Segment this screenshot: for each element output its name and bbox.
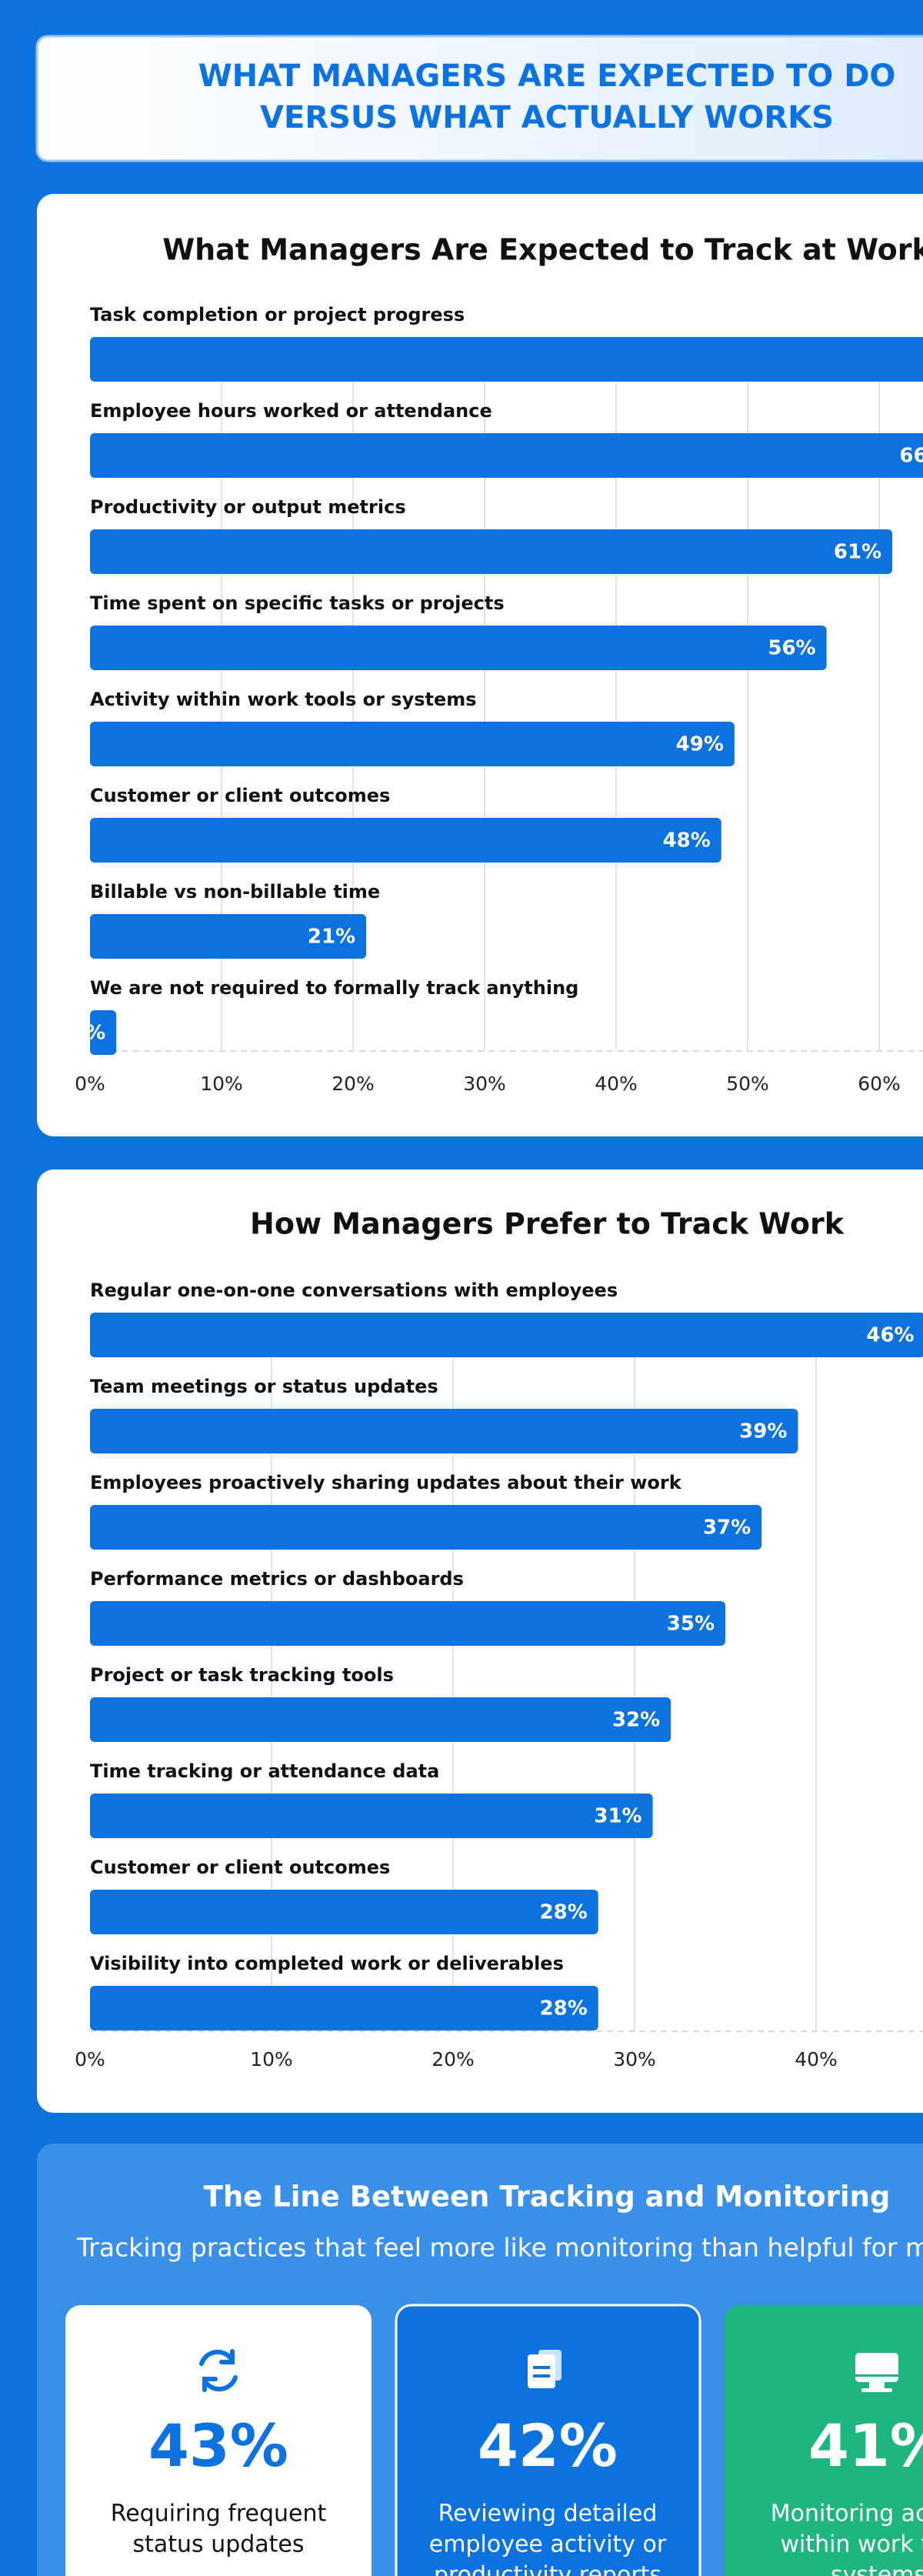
stat-text: Requiring frequent <box>111 2501 327 2528</box>
stat-value: 41% <box>808 2411 923 2480</box>
category-label: Team meetings or status updates <box>90 1376 438 1397</box>
value-label: 39% <box>739 1420 787 1443</box>
category-label: Time spent on specific tasks or projects <box>90 592 505 614</box>
stat-text: Reviewing detailed <box>438 2501 658 2528</box>
x-tick-label: 50% <box>726 1073 769 1095</box>
category-label: Customer or client outcomes <box>90 785 390 806</box>
x-tick-label: 20% <box>332 1073 375 1095</box>
value-label: 49% <box>676 733 724 756</box>
header-title: VERSUS WHAT ACTUALLY WORKS <box>260 100 834 135</box>
value-label: 48% <box>663 829 711 853</box>
report-icon <box>528 2350 561 2388</box>
bar <box>90 1697 671 1742</box>
bar <box>90 818 721 863</box>
stat-text: status updates <box>132 2531 304 2558</box>
chart-title: How Managers Prefer to Track Work <box>250 1207 845 1241</box>
x-tick-label: 10% <box>250 2048 293 2070</box>
value-label: 46% <box>866 1324 914 1347</box>
bar <box>90 1986 598 2030</box>
value-label: 66% <box>899 445 923 468</box>
refresh-icon <box>199 2349 238 2392</box>
category-label: Employees proactively sharing updates ab… <box>90 1472 682 1493</box>
bar <box>90 529 893 574</box>
category-label: Billable vs non-billable time <box>90 881 380 903</box>
value-label: 56% <box>768 637 815 660</box>
stat-text: systems <box>831 2562 923 2576</box>
bar <box>90 1601 725 1646</box>
category-label: Visibility into completed work or delive… <box>90 1953 564 1974</box>
category-label: Regular one-on-one conversations with em… <box>90 1280 618 1301</box>
bar <box>90 433 923 478</box>
category-label: Task completion or project progress <box>90 304 465 325</box>
value-label: 31% <box>594 1805 641 1828</box>
bar <box>90 1313 923 1357</box>
section-title: The Line Between Tracking and Monitoring <box>204 2181 891 2214</box>
x-tick-label: 10% <box>200 1073 243 1095</box>
bar <box>90 722 735 766</box>
value-label: 2% <box>72 1022 105 1045</box>
category-label: Performance metrics or dashboards <box>90 1568 464 1590</box>
x-tick-label: 30% <box>613 2048 656 2070</box>
value-label: 28% <box>540 1997 588 2020</box>
category-label: Project or task tracking tools <box>90 1664 394 1686</box>
value-label: 61% <box>834 541 881 564</box>
value-label: 28% <box>540 1901 588 1924</box>
category-label: Customer or client outcomes <box>90 1857 390 1878</box>
value-label: 32% <box>612 1709 660 1732</box>
stat-value: 42% <box>478 2411 618 2480</box>
x-tick-label: 0% <box>75 1073 105 1095</box>
section-subtitle: Tracking practices that feel more like m… <box>76 2233 923 2263</box>
bar <box>90 914 367 959</box>
value-label: 37% <box>703 1517 751 1540</box>
value-label: 35% <box>667 1613 715 1636</box>
bar <box>90 1505 762 1550</box>
stat-text: within work tools <box>780 2531 923 2558</box>
stat-value: 43% <box>148 2411 288 2480</box>
category-label: Employee hours worked or attendance <box>90 400 492 422</box>
monitor-icon <box>855 2353 898 2392</box>
bar <box>90 1010 117 1055</box>
stat-text: Monitoring activity <box>771 2501 923 2528</box>
bar <box>90 626 827 670</box>
stat-card <box>65 2305 372 2576</box>
header-title: WHAT MANAGERS ARE EXPECTED TO DO <box>198 58 896 94</box>
category-label: Time tracking or attendance data <box>90 1760 439 1782</box>
bar <box>90 1409 798 1453</box>
bar <box>90 337 923 382</box>
x-tick-label: 40% <box>795 2048 838 2070</box>
header-card <box>35 35 923 162</box>
x-tick-label: 0% <box>75 2048 105 2070</box>
bar <box>90 1890 598 1934</box>
stat-text: employee activity or <box>429 2531 667 2558</box>
stat-text: productivity reports <box>434 2562 661 2576</box>
category-label: We are not required to formally track an… <box>90 977 578 999</box>
category-label: Activity within work tools or systems <box>90 689 477 710</box>
x-tick-label: 40% <box>595 1073 638 1095</box>
x-tick-label: 20% <box>432 2048 475 2070</box>
x-tick-label: 30% <box>463 1073 506 1095</box>
bar <box>90 1794 653 1838</box>
x-tick-label: 60% <box>858 1073 901 1095</box>
category-label: Productivity or output metrics <box>90 496 406 518</box>
value-label: 21% <box>308 926 355 949</box>
chart-title: What Managers Are Expected to Track at W… <box>162 233 923 267</box>
stat-card <box>395 2304 701 2576</box>
